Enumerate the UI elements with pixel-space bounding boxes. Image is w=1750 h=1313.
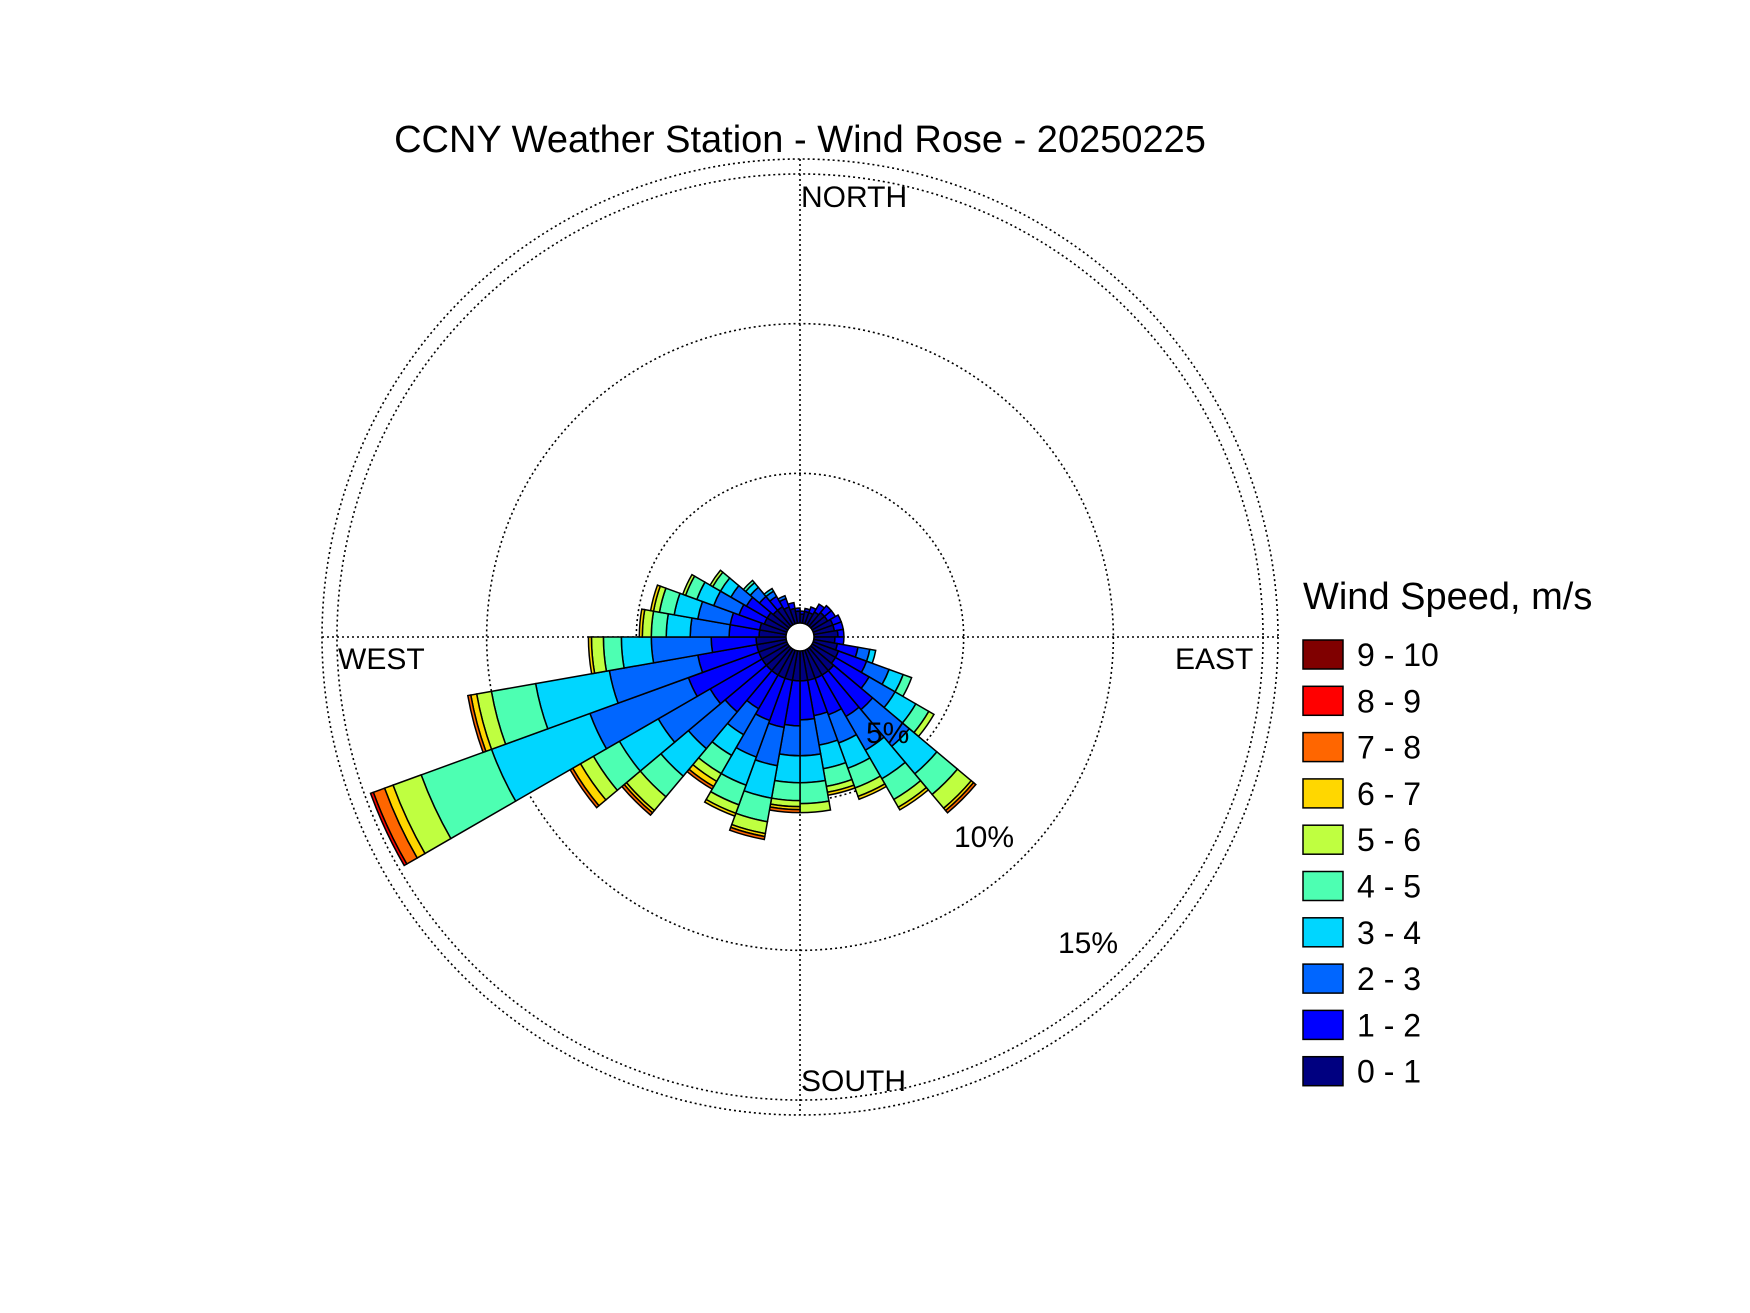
compass-west: WEST <box>338 643 425 676</box>
legend-label: 3 - 4 <box>1357 915 1421 951</box>
petal-175deg-speed-4 <box>799 779 830 805</box>
chart-title: CCNY Weather Station - Wind Rose - 20250… <box>394 119 1206 161</box>
ring-label-15: 15% <box>1058 927 1118 960</box>
legend-swatch <box>1302 870 1344 902</box>
legend-swatch <box>1302 824 1344 855</box>
compass-south: SOUTH <box>801 1065 906 1098</box>
petal-285deg-speed-6 <box>649 584 662 613</box>
legend-label: 8 - 9 <box>1357 683 1421 719</box>
legend-label: 2 - 3 <box>1357 961 1421 997</box>
legend-swatch <box>1302 685 1344 717</box>
petal-345deg-speed-1 <box>787 601 796 611</box>
petal-295deg-speed-5 <box>681 573 696 597</box>
wind-petals <box>369 569 977 867</box>
petal-315deg-speed-4 <box>742 579 756 593</box>
compass-east: EAST <box>1175 643 1253 676</box>
petal-335deg-speed-2 <box>777 594 787 603</box>
petal-175deg-speed-3 <box>799 753 827 784</box>
center-hole <box>785 622 815 652</box>
ring-label-10: 10% <box>954 821 1014 854</box>
petal-265deg-speed-6 <box>587 636 596 675</box>
petal-265deg-speed-4 <box>602 636 625 673</box>
legend-swatch <box>1302 731 1344 763</box>
petal-275deg-speed-4 <box>650 610 670 638</box>
ring-label-5: 5% <box>866 717 909 750</box>
petal-185deg-speed-4 <box>770 779 801 802</box>
petal-275deg-speed-6 <box>638 608 646 638</box>
petal-325deg-speed-3 <box>763 587 775 598</box>
petal-255deg-speed-7 <box>466 694 487 754</box>
legend-label: 6 - 7 <box>1357 776 1421 812</box>
petal-85deg-speed-1 <box>836 628 845 638</box>
petal-175deg-speed-5 <box>799 800 832 814</box>
legend-swatch <box>1302 639 1344 670</box>
petal-205deg-speed-6 <box>703 798 737 818</box>
petal-245deg-speed-8 <box>369 791 408 867</box>
legend-swatch <box>1302 963 1344 994</box>
compass-north: NORTH <box>801 181 907 214</box>
legend-label: 0 - 1 <box>1357 1054 1421 1090</box>
legend-label: 9 - 10 <box>1357 637 1439 673</box>
petal-145deg-speed-6 <box>897 786 930 811</box>
legend-label: 7 - 8 <box>1357 730 1421 766</box>
legend-label: 5 - 6 <box>1357 822 1421 858</box>
legend: 9 - 10 8 - 9 7 - 8 6 - 7 5 - 6 4 - 5 3 - 4 2 - … <box>1302 637 1439 1090</box>
legend-swatch <box>1302 1009 1344 1041</box>
petal-155deg-speed-6 <box>857 782 888 801</box>
petal-135deg-speed-7 <box>944 781 977 814</box>
petal-305deg-speed-5 <box>709 569 724 588</box>
legend-title: Wind Speed, m/s <box>1303 576 1592 618</box>
petal-355deg-speed-1 <box>794 607 801 613</box>
legend-label: 4 - 5 <box>1357 869 1421 905</box>
legend-swatch <box>1302 917 1344 948</box>
legend-swatch <box>1302 1055 1344 1087</box>
legend-swatch <box>1302 778 1344 809</box>
legend-label: 1 - 2 <box>1357 1007 1421 1043</box>
petal-195deg-speed-7 <box>728 826 766 841</box>
petal-265deg-speed-3 <box>620 636 655 669</box>
